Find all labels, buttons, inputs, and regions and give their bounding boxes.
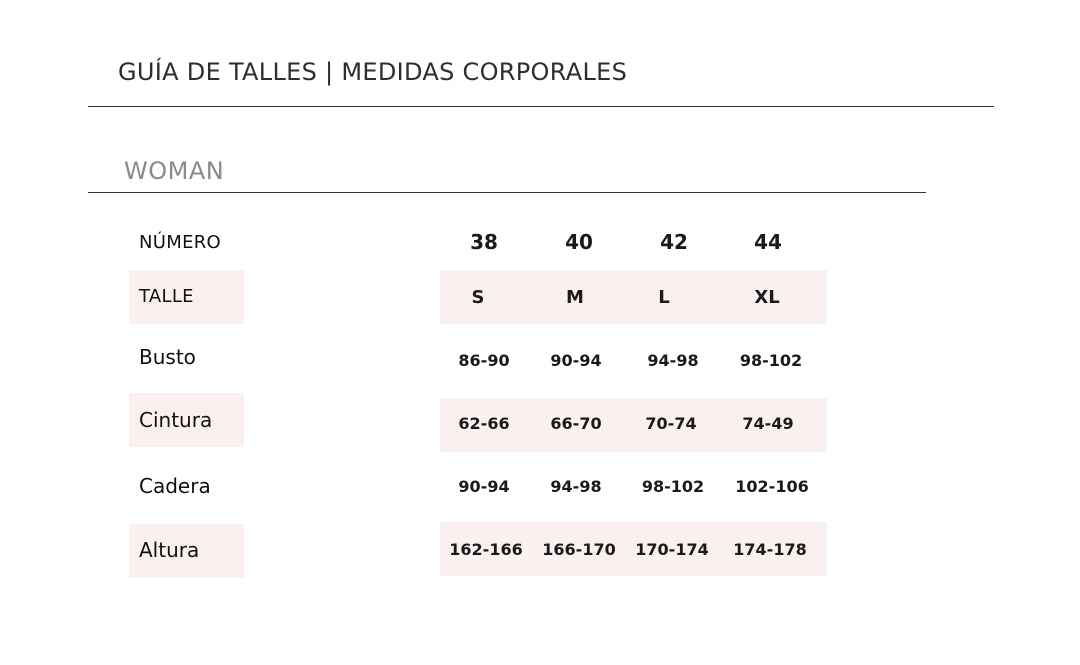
number-label: NÚMERO (139, 232, 222, 253)
measure-cell: 94-98 (550, 477, 602, 496)
title-divider (88, 106, 994, 107)
size-cell: L (658, 287, 670, 308)
number-cell: 40 (565, 230, 593, 254)
page-title: GUÍA DE TALLES | MEDIDAS CORPORALES (118, 58, 628, 86)
measure-cell: 70-74 (645, 414, 697, 433)
measure-cell: 74-49 (742, 414, 794, 433)
measure-cell: 98-102 (739, 351, 803, 370)
number-cell: 44 (754, 230, 782, 254)
row-highlight-altura-values (440, 522, 827, 576)
row-label-cadera: Cadera (139, 474, 211, 498)
measure-cell: 170-174 (635, 540, 709, 559)
row-label-cintura: Cintura (139, 408, 213, 432)
row-highlight-talle-label (129, 270, 244, 324)
measure-cell: 90-94 (458, 477, 510, 496)
row-label-altura: Altura (139, 538, 200, 562)
size-cell: S (471, 287, 485, 308)
row-highlight-talle-values (440, 270, 827, 324)
number-cell: 42 (660, 230, 688, 254)
section-divider (88, 192, 926, 193)
row-label-talle: TALLE (139, 286, 194, 307)
row-highlight-cintura-label (129, 393, 244, 447)
measure-cell: 162-166 (449, 540, 523, 559)
number-cell: 38 (470, 230, 498, 254)
measure-cell: 62-66 (458, 414, 510, 433)
section-heading: WOMAN (124, 157, 225, 185)
measure-cell: 66-70 (550, 414, 602, 433)
size-cell: XL (754, 287, 780, 308)
size-cell: M (566, 287, 584, 308)
measure-cell: 86-90 (458, 351, 510, 370)
measure-cell: 98-102 (641, 477, 705, 496)
measure-cell: 174-178 (733, 540, 807, 559)
row-highlight-altura-label (129, 524, 244, 578)
row-highlight-cintura-values (440, 398, 827, 452)
measure-cell: 102-106 (735, 477, 809, 496)
measure-cell: 166-170 (542, 540, 616, 559)
row-label-busto: Busto (139, 345, 196, 369)
measure-cell: 90-94 (550, 351, 602, 370)
measure-cell: 94-98 (647, 351, 699, 370)
